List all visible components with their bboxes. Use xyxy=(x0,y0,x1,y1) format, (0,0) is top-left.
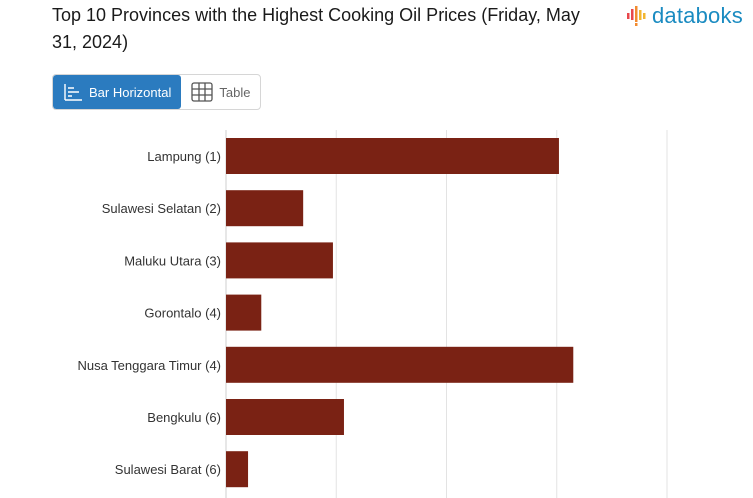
chart-title: Top 10 Provinces with the Highest Cookin… xyxy=(52,5,580,52)
bar[interactable] xyxy=(226,346,574,383)
category-label: Sulawesi Selatan (2) xyxy=(102,201,221,216)
brand-name: databoks xyxy=(652,3,743,28)
table-icon xyxy=(191,82,214,102)
category-label: Nusa Tenggara Timur (4) xyxy=(77,358,221,373)
bar-horizontal-button[interactable]: Bar Horizontal xyxy=(53,75,182,109)
table-button[interactable]: Table xyxy=(181,75,260,109)
category-label: Bengkulu (6) xyxy=(147,410,221,425)
bar[interactable] xyxy=(226,451,249,488)
bar[interactable] xyxy=(226,294,262,331)
category-label: Sulawesi Barat (6) xyxy=(115,462,221,477)
bar-horizontal-icon xyxy=(64,84,82,101)
bar-horizontal-label: Bar Horizontal xyxy=(89,84,172,100)
category-label: Lampung (1) xyxy=(147,149,221,164)
databoks-logo-icon xyxy=(627,6,646,26)
view-toggle: Bar Horizontal Table xyxy=(52,74,262,110)
brand-logo: databoks xyxy=(626,3,743,29)
bar[interactable] xyxy=(226,242,333,279)
bar[interactable] xyxy=(226,399,344,435)
table-label: Table xyxy=(219,84,251,100)
category-label: Maluku Utara (3) xyxy=(124,253,221,268)
category-label: Gorontalo (4) xyxy=(144,306,221,321)
bar[interactable] xyxy=(226,138,559,174)
bar[interactable] xyxy=(226,190,304,227)
